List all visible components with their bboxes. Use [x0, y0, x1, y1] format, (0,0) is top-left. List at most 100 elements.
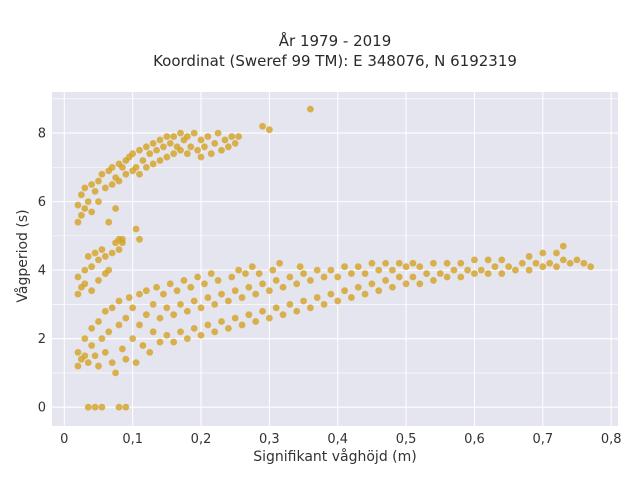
data-point	[471, 270, 478, 277]
x-axis-label: Signifikant våghöjd (m)	[253, 448, 416, 465]
data-point	[74, 273, 82, 281]
data-point	[91, 352, 99, 360]
data-point	[139, 157, 147, 164]
data-point	[115, 246, 123, 253]
data-point	[279, 283, 287, 291]
x-tick-label: 0	[60, 432, 68, 447]
data-point	[248, 263, 256, 271]
x-tick-label: 0,1	[122, 432, 143, 447]
chart-title-line2: Koordinat (Sweref 99 TM): E 348076, N 61…	[153, 52, 517, 70]
data-point	[177, 300, 184, 308]
data-point	[265, 287, 273, 295]
data-point	[231, 287, 239, 295]
data-point	[224, 324, 232, 332]
data-point	[142, 311, 150, 319]
data-point	[149, 160, 157, 168]
data-point	[484, 256, 492, 264]
y-axis-label: Vågperiod (s)	[14, 209, 31, 302]
y-tick-label: 0	[38, 401, 46, 416]
x-tick-labels: 0 0,1 0,2 0,3 0,4 0,5 0,6 0,7 0,8	[60, 432, 621, 447]
data-point	[190, 297, 198, 305]
data-point	[265, 126, 273, 134]
data-point	[153, 146, 160, 154]
data-point	[286, 300, 294, 308]
data-point	[142, 287, 150, 295]
data-point	[77, 211, 85, 219]
data-point	[498, 270, 506, 277]
data-point	[125, 294, 133, 301]
data-point	[197, 136, 205, 144]
data-point	[136, 146, 143, 154]
x-tick-label: 0,7	[532, 432, 553, 447]
data-point	[136, 321, 143, 329]
data-point	[91, 403, 99, 411]
data-point	[88, 287, 96, 295]
data-point	[334, 273, 342, 281]
data-point	[245, 283, 253, 291]
x-tick-label: 0,2	[191, 432, 212, 447]
data-point	[180, 277, 188, 284]
data-point	[119, 163, 126, 171]
data-point	[136, 290, 143, 298]
data-point	[177, 129, 184, 137]
data-point	[170, 150, 178, 158]
data-point	[163, 331, 171, 339]
x-tick-label: 0,3	[259, 432, 280, 447]
data-point	[423, 270, 430, 277]
data-point	[101, 253, 109, 260]
data-point	[389, 266, 396, 274]
data-point	[430, 259, 437, 267]
data-point	[132, 225, 140, 233]
x-tick-label: 0,5	[396, 432, 417, 447]
y-tick-labels: 0 2 4 6 8	[38, 127, 46, 416]
data-point	[471, 256, 478, 264]
data-point	[122, 403, 130, 411]
data-point	[84, 253, 92, 260]
data-point	[95, 256, 102, 264]
data-point	[194, 273, 202, 281]
data-point	[187, 283, 195, 291]
data-point	[112, 205, 119, 212]
data-point	[160, 143, 167, 151]
data-point	[95, 362, 102, 370]
data-point	[525, 266, 533, 274]
x-tick-label: 0,6	[464, 432, 485, 447]
data-point	[546, 259, 554, 267]
data-point	[306, 105, 314, 113]
data-point	[375, 266, 383, 274]
data-point	[368, 280, 376, 288]
data-point	[242, 270, 249, 277]
data-point	[293, 307, 301, 315]
data-point	[457, 273, 465, 281]
data-point	[228, 133, 236, 140]
data-point	[170, 311, 178, 319]
data-point	[334, 297, 342, 305]
data-point	[74, 362, 82, 370]
data-point	[235, 133, 243, 140]
data-point	[252, 290, 260, 298]
data-point	[95, 318, 102, 325]
data-point	[272, 277, 280, 284]
data-point	[115, 297, 123, 305]
data-point	[259, 307, 266, 315]
data-point	[136, 170, 143, 178]
data-point	[218, 146, 225, 154]
data-point	[91, 249, 99, 257]
data-point	[98, 335, 106, 343]
data-point	[136, 235, 143, 243]
chart-title-line1: År 1979 - 2019	[279, 31, 392, 50]
data-point	[443, 273, 451, 281]
data-point	[306, 277, 314, 284]
data-point	[177, 328, 184, 336]
data-point	[197, 153, 205, 161]
data-point	[580, 259, 588, 267]
data-point	[457, 259, 465, 267]
data-point	[498, 256, 506, 264]
data-point	[539, 263, 547, 271]
data-point	[163, 304, 171, 312]
data-point	[105, 328, 113, 336]
data-point	[375, 287, 383, 295]
data-point	[101, 184, 109, 192]
data-point	[207, 150, 215, 158]
data-point	[430, 277, 437, 284]
